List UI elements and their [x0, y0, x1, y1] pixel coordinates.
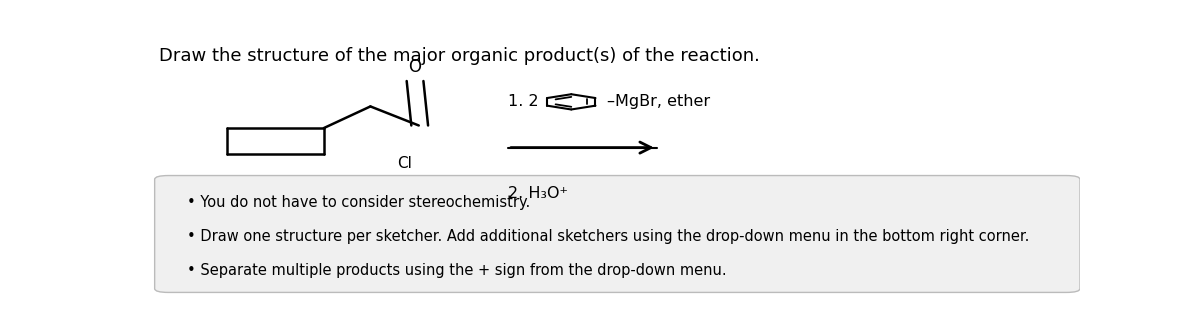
Text: –MgBr, ether: –MgBr, ether	[607, 94, 709, 109]
Text: O: O	[408, 58, 421, 76]
Text: • Draw one structure per sketcher. Add additional sketchers using the drop-down : • Draw one structure per sketcher. Add a…	[187, 229, 1030, 244]
FancyBboxPatch shape	[155, 176, 1080, 292]
Text: • You do not have to consider stereochemistry.: • You do not have to consider stereochem…	[187, 195, 530, 210]
Text: Draw the structure of the major organic product(s) of the reaction.: Draw the structure of the major organic …	[160, 47, 760, 65]
Text: • Separate multiple products using the + sign from the drop-down menu.: • Separate multiple products using the +…	[187, 263, 727, 278]
Text: 1. 2: 1. 2	[508, 94, 544, 109]
Text: 2. H₃O⁺: 2. H₃O⁺	[508, 186, 568, 201]
Text: Cl: Cl	[397, 156, 413, 171]
